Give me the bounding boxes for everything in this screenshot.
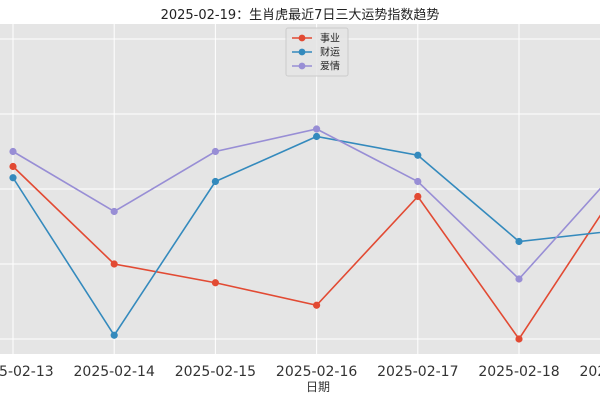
legend-marker bbox=[298, 48, 306, 56]
x-tick-labels: 2025-02-13 2025-02-14 2025-02-15 2025-02-16… bbox=[0, 364, 600, 380]
data-point bbox=[9, 147, 17, 156]
data-point bbox=[110, 260, 118, 268]
x-tick-label: 2025-02-15 bbox=[175, 364, 256, 380]
legend-marker bbox=[298, 34, 306, 42]
data-point bbox=[110, 331, 118, 339]
data-point bbox=[9, 174, 17, 182]
data-point bbox=[414, 192, 422, 201]
data-point bbox=[211, 279, 219, 287]
x-axis-label: 日期 bbox=[306, 380, 330, 394]
x-tick-label: 2025-02-18 bbox=[478, 364, 559, 380]
x-tick-label: 2025-02-14 bbox=[74, 364, 155, 380]
data-point bbox=[515, 275, 523, 283]
data-point bbox=[414, 151, 422, 159]
x-tick-label: 2025-02-19 bbox=[580, 364, 600, 380]
grid bbox=[0, 24, 600, 354]
data-point bbox=[515, 335, 523, 343]
data-point bbox=[313, 301, 321, 309]
legend-label: 事业 bbox=[320, 32, 340, 45]
data-point bbox=[313, 125, 321, 133]
chart-title: 2025-02-19：生肖虎最近7日三大运势指数趋势 bbox=[161, 7, 440, 23]
data-point bbox=[9, 162, 17, 171]
x-tick-label: 2025-02-16 bbox=[276, 364, 357, 380]
data-point bbox=[211, 147, 219, 156]
data-point bbox=[515, 237, 523, 246]
data-point bbox=[110, 207, 118, 216]
x-tick-label: 2025-02-17 bbox=[377, 364, 458, 380]
legend-label: 爱情 bbox=[320, 60, 340, 73]
x-tick-label: 2025-02-13 bbox=[0, 364, 54, 380]
data-point bbox=[414, 177, 422, 186]
legend-marker bbox=[298, 62, 306, 70]
legend-label: 财运 bbox=[320, 46, 340, 59]
data-point bbox=[211, 177, 219, 186]
series-points bbox=[9, 125, 523, 343]
data-point bbox=[313, 132, 321, 141]
